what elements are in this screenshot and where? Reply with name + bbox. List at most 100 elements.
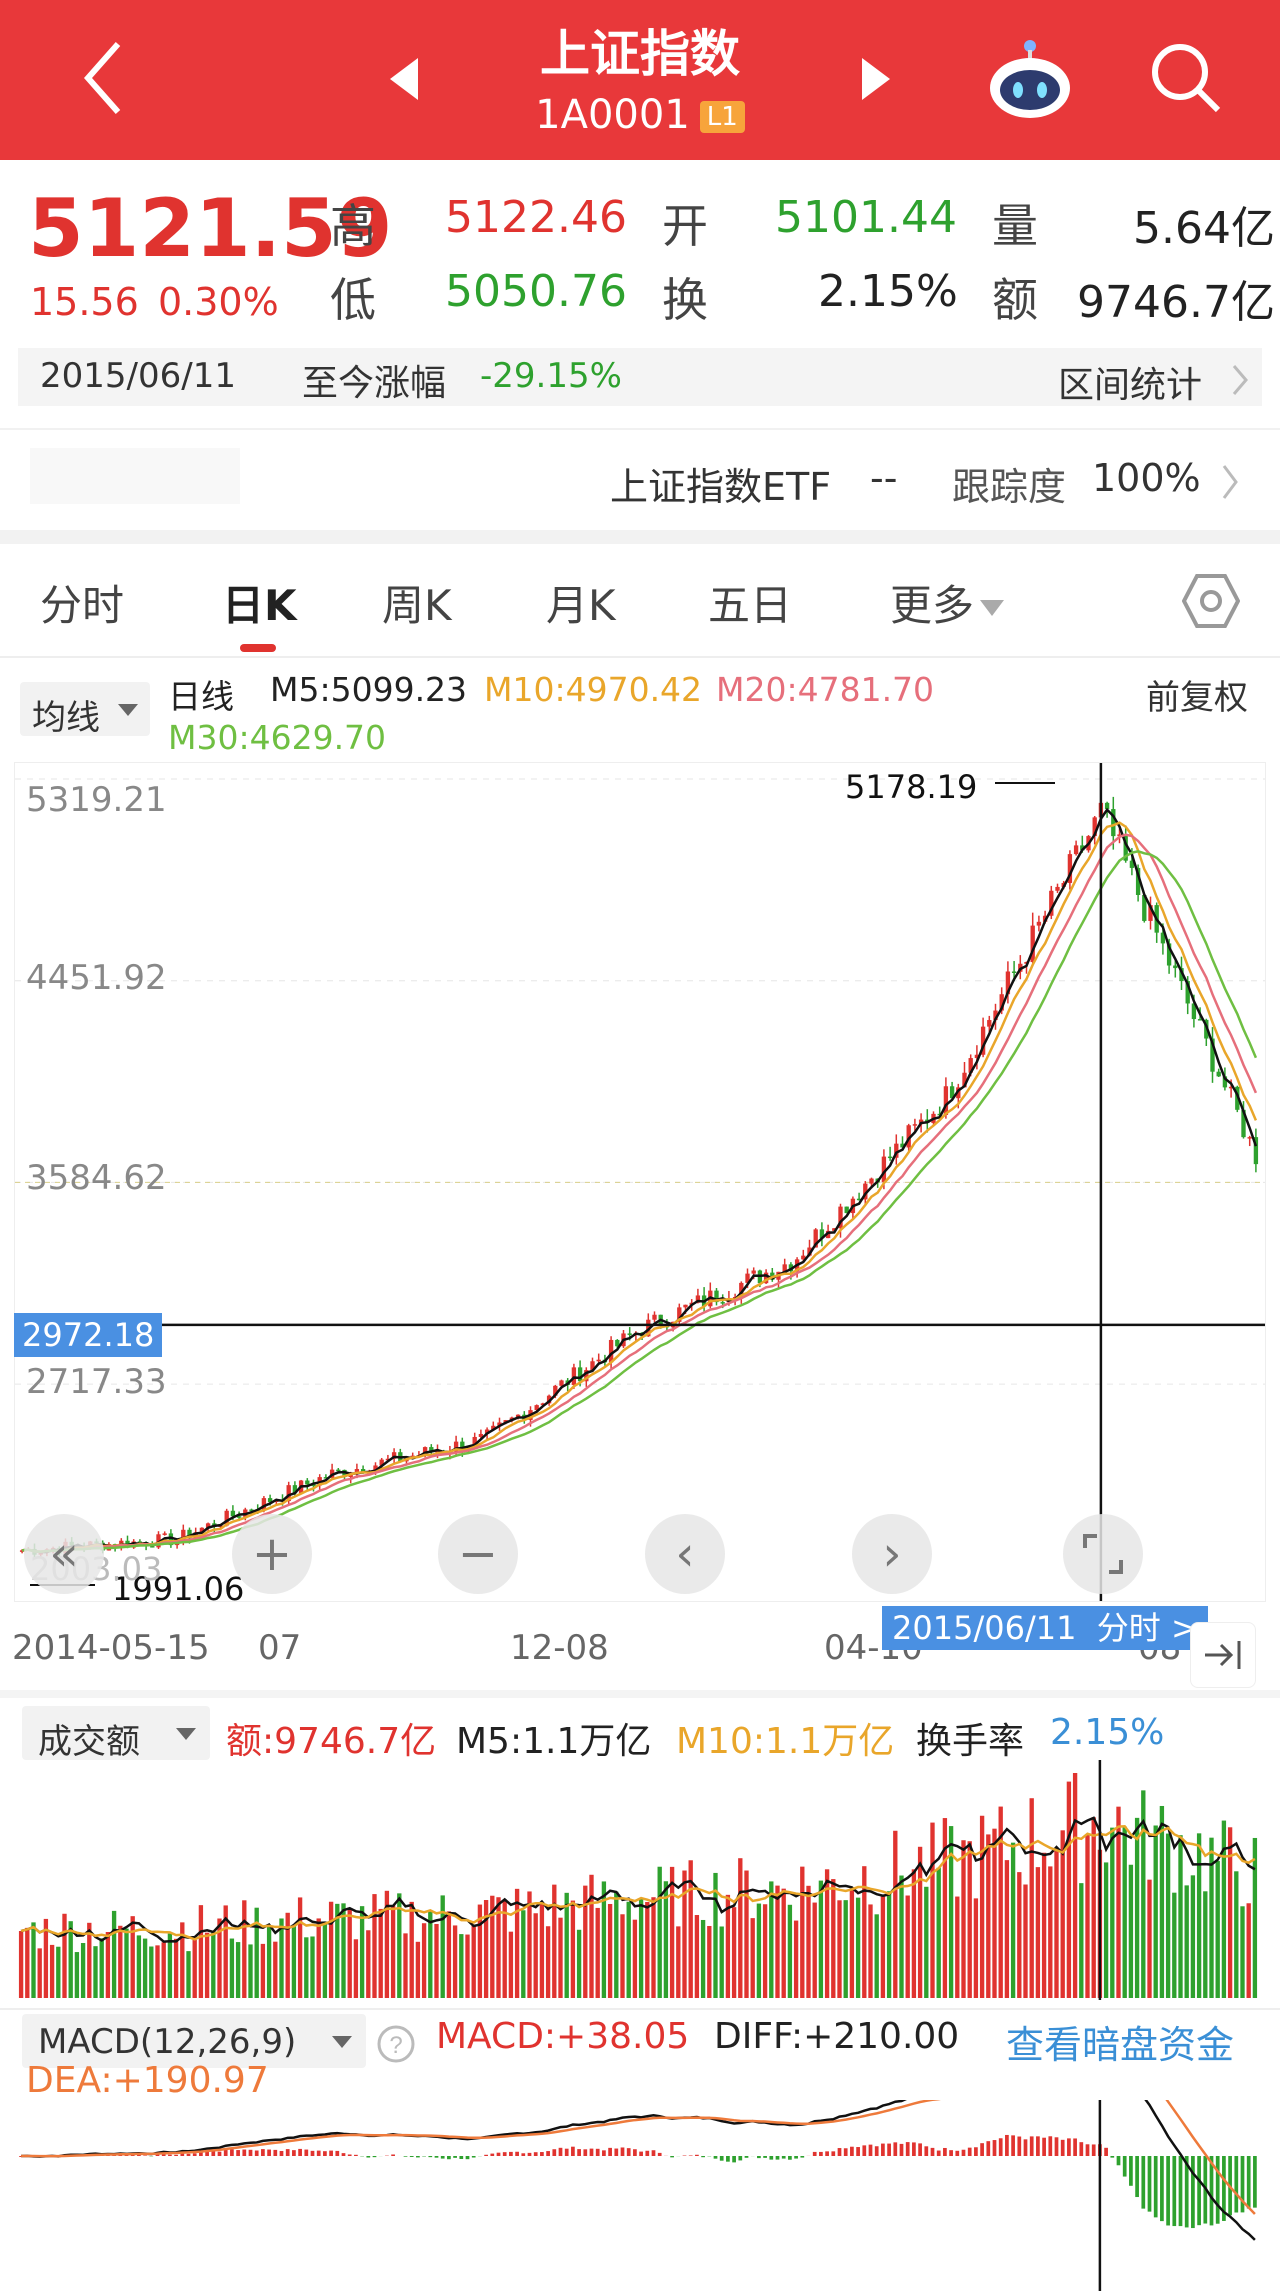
volume-bar [180, 1922, 185, 1998]
tab-intraday[interactable]: 分时 [40, 581, 125, 630]
volume-bar [390, 1905, 396, 1998]
volume-bar [366, 1930, 371, 1998]
zoom-out-button[interactable]: − [438, 1514, 518, 1594]
macd-bar [155, 2154, 160, 2156]
volume-bar [1221, 1820, 1227, 1998]
volume-bar [1147, 1879, 1152, 1998]
volume-bar [310, 1936, 315, 1998]
ma-select[interactable]: 均线 [20, 682, 150, 738]
macd-bar [912, 2142, 916, 2156]
candle-body [534, 1405, 539, 1411]
volume-bar [490, 1895, 495, 1998]
volume-select[interactable]: 成交额 [22, 1706, 210, 1762]
scroll-left-button[interactable]: ‹ [645, 1514, 725, 1594]
rewind-button[interactable]: « [24, 1514, 104, 1594]
low-value: 5050.76 [445, 266, 627, 317]
macd-bar [732, 2156, 736, 2163]
candle-body [1080, 845, 1085, 851]
help-icon[interactable]: ? [376, 2024, 416, 2064]
macd-bar [1184, 2156, 1189, 2228]
fullscreen-button[interactable] [1063, 1514, 1143, 1594]
macd-bar [180, 2153, 185, 2156]
macd-bar [459, 2156, 464, 2159]
volume-bar [328, 1901, 334, 1998]
ma10-line [21, 821, 1258, 1553]
range-stats-link[interactable]: 区间统计 [1058, 365, 1203, 406]
jump-to-latest-button[interactable] [1190, 1622, 1256, 1688]
macd-bar [967, 2147, 972, 2156]
volume-bar [211, 1930, 216, 1998]
volume-chart[interactable] [14, 1760, 1266, 2000]
volume-bar [1004, 1860, 1010, 1998]
candle-body [181, 1529, 186, 1540]
volume-bar [1227, 1827, 1233, 1998]
volume-bar [1079, 1883, 1084, 1998]
candle-body [590, 1361, 595, 1371]
macd-bar [701, 2156, 705, 2158]
candle-body [1055, 886, 1060, 891]
volume-bar [1141, 1790, 1146, 1998]
scroll-right-button[interactable]: › [852, 1514, 932, 1594]
kline-chart[interactable] [15, 763, 1265, 1601]
dark-pool-link[interactable]: 查看暗盘资金 [1006, 2023, 1235, 2067]
settings-icon[interactable] [1182, 572, 1240, 630]
macd-bar [471, 2156, 476, 2158]
tab-more[interactable]: 更多 [890, 572, 1006, 633]
macd-bar [1011, 2135, 1015, 2156]
volume-bar [130, 1916, 135, 1998]
volume-bar [676, 1926, 681, 1998]
macd-select[interactable]: MACD(12,26,9) [22, 2014, 366, 2068]
turnover-label: 换 [662, 273, 708, 327]
macd-bar [850, 2146, 854, 2156]
candle-body [838, 1206, 843, 1229]
macd-bar [434, 2156, 439, 2158]
macd-bar [1222, 2156, 1226, 2221]
ma10-value: M10:4970.42 [484, 670, 703, 709]
volume-bar [682, 1870, 687, 1998]
crosshair-date[interactable]: 2015/06/11 分时 > [882, 1606, 1208, 1650]
chevron-right-icon[interactable] [1218, 462, 1242, 502]
macd-bar [496, 2152, 501, 2156]
volume-bar [1134, 1817, 1140, 1998]
volume-bar [762, 1904, 768, 1998]
candle-body [491, 1425, 496, 1430]
adjust-mode[interactable]: 前复权 [1146, 678, 1248, 718]
tab-monthly-k[interactable]: 月K [546, 581, 616, 630]
tab-five-day[interactable]: 五日 [708, 581, 793, 630]
robot-icon[interactable] [985, 36, 1075, 126]
prev-icon[interactable] [386, 54, 422, 104]
tab-daily-k[interactable]: 日K [222, 581, 297, 630]
candle-body [1067, 854, 1073, 883]
jump-end-icon [1205, 1641, 1241, 1669]
volume-bar [285, 1912, 290, 1998]
volume-bar [576, 1929, 582, 1998]
candle-body [323, 1477, 329, 1479]
candle-body [1185, 981, 1190, 1004]
diff-value: DIFF:+210.00 [714, 2016, 960, 2057]
candle-body [807, 1247, 812, 1256]
back-icon[interactable] [78, 38, 128, 118]
zoom-in-button[interactable]: + [232, 1514, 312, 1594]
volume-bar [496, 1897, 501, 1998]
search-icon[interactable] [1148, 40, 1224, 116]
volume-bar [1128, 1864, 1134, 1998]
volume-bar [1035, 1867, 1041, 1998]
tab-weekly-k[interactable]: 周K [382, 581, 452, 630]
price-change: 15.56 [30, 280, 139, 324]
kline-chart-area[interactable] [14, 762, 1266, 1602]
volume-bar [614, 1891, 619, 1998]
range-stats-bar[interactable]: 2015/06/11 至今涨幅 -29.15% 区间统计 [18, 348, 1262, 406]
volume-bar [1240, 1906, 1245, 1998]
macd-bar [1172, 2156, 1177, 2227]
etf-name[interactable]: 上证指数ETF [610, 465, 832, 509]
intraday-link[interactable]: 分时 > [1096, 1609, 1198, 1647]
volume-bar [186, 1951, 191, 1998]
volume-bar [37, 1948, 42, 1998]
macd-chart[interactable] [14, 2100, 1266, 2291]
macd-bar [223, 2149, 228, 2156]
etf-value: -- [870, 456, 898, 500]
macd-bar [285, 2149, 290, 2156]
macd-bar [974, 2147, 978, 2156]
volume-label: 量 [992, 199, 1038, 253]
next-icon[interactable] [858, 54, 894, 104]
